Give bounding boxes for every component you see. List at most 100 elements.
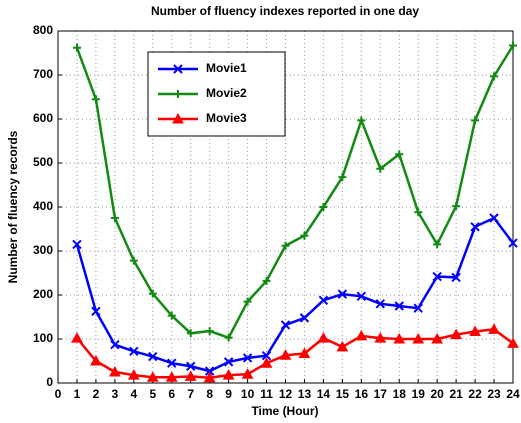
x-tick-label: 5	[149, 387, 156, 401]
x-tick-label: 14	[317, 387, 331, 401]
y-axis-label: Number of fluency records	[6, 130, 20, 283]
x-tick-label: 22	[468, 387, 482, 401]
legend-label: Movie1	[206, 61, 247, 75]
marker	[223, 357, 234, 367]
marker	[469, 325, 481, 337]
marker	[172, 112, 184, 124]
marker	[203, 371, 216, 383]
marker	[174, 90, 182, 98]
y-tick-label: 800	[33, 23, 53, 37]
marker	[148, 351, 158, 362]
marker	[205, 327, 214, 336]
y-tick-label: 500	[33, 155, 53, 169]
marker	[298, 347, 311, 359]
marker	[165, 371, 178, 382]
x-tick-label: 15	[336, 387, 350, 401]
marker	[489, 213, 499, 223]
marker	[241, 368, 254, 379]
marker	[184, 370, 197, 381]
marker	[279, 349, 292, 360]
x-axis-label: Time (Hour)	[251, 404, 318, 418]
x-tick-label: 20	[430, 387, 444, 401]
legend-label: Movie2	[206, 86, 247, 100]
marker	[374, 332, 387, 343]
marker	[336, 340, 349, 352]
marker	[432, 271, 442, 282]
x-tick-label: 11	[260, 387, 273, 401]
y-tick-label: 300	[33, 243, 53, 257]
marker	[167, 358, 177, 368]
marker	[394, 301, 404, 311]
series-line	[75, 328, 514, 379]
marker	[72, 239, 82, 250]
marker	[471, 116, 480, 125]
x-tick-label: 7	[187, 387, 194, 401]
chart-title: Number of fluency indexes reported in on…	[151, 4, 419, 18]
x-tick-label: 0	[55, 387, 62, 401]
legend-label: Movie3	[206, 111, 247, 125]
marker	[431, 332, 444, 344]
y-tick-label: 400	[33, 199, 53, 213]
marker	[452, 202, 461, 211]
marker	[110, 340, 120, 350]
marker	[376, 164, 385, 173]
marker	[395, 150, 404, 159]
marker	[260, 357, 273, 368]
marker	[507, 337, 519, 348]
marker	[71, 332, 83, 343]
marker	[281, 241, 290, 250]
marker	[224, 333, 233, 342]
marker	[173, 64, 183, 74]
x-tick-label: 8	[206, 387, 213, 401]
x-tick-label: 16	[355, 387, 369, 401]
marker	[109, 365, 121, 377]
marker	[414, 208, 423, 217]
marker	[91, 306, 101, 316]
y-tick-label: 600	[33, 111, 53, 125]
marker	[509, 41, 517, 50]
marker	[393, 332, 406, 344]
marker	[488, 323, 500, 334]
marker	[146, 371, 159, 382]
x-tick-label: 17	[374, 387, 388, 401]
marker	[167, 311, 176, 320]
marker	[129, 346, 139, 357]
series-line	[75, 216, 514, 373]
marker	[337, 289, 348, 299]
marker	[222, 369, 235, 380]
marker	[186, 361, 196, 371]
y-tick-label: 100	[33, 331, 53, 345]
x-tick-label: 1	[74, 387, 81, 401]
marker	[242, 353, 253, 363]
x-tick-label: 3	[112, 387, 119, 401]
x-tick-label: 18	[393, 387, 407, 401]
marker	[490, 72, 499, 81]
marker	[451, 272, 461, 283]
marker	[243, 297, 252, 306]
x-tick-label: 23	[487, 387, 501, 401]
marker	[356, 291, 367, 302]
x-tick-label: 9	[225, 387, 232, 401]
marker	[412, 332, 425, 344]
y-tick-label: 200	[33, 287, 53, 301]
marker	[127, 369, 140, 380]
marker	[300, 231, 309, 240]
marker	[91, 95, 100, 104]
x-tick-label: 6	[168, 387, 175, 401]
y-tick-label: 700	[33, 67, 53, 81]
marker	[355, 329, 368, 341]
x-tick-label: 19	[412, 387, 426, 401]
series-line	[75, 44, 515, 340]
x-tick-label: 10	[241, 387, 255, 401]
marker	[280, 320, 291, 330]
x-tick-label: 2	[93, 387, 100, 401]
marker	[90, 354, 102, 366]
x-tick-label: 12	[279, 387, 293, 401]
plot-frame	[57, 30, 514, 384]
marker	[470, 222, 480, 232]
marker	[508, 238, 518, 248]
marker	[148, 289, 157, 298]
marker	[262, 276, 271, 285]
x-tick-label: 21	[449, 387, 463, 401]
